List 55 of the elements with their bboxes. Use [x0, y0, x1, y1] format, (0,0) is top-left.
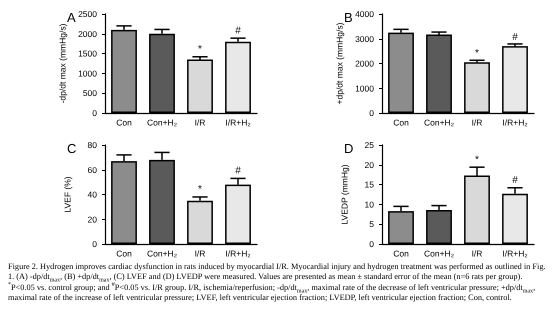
y-tick-label: 0	[92, 108, 98, 118]
x-tick-label: I/R	[194, 118, 206, 128]
x-tick-label: Con	[116, 248, 132, 258]
chart-title: B	[344, 10, 353, 25]
x-tick-label: I/R	[472, 118, 482, 128]
annotation: #	[512, 174, 518, 186]
y-tick-label: 2000	[78, 28, 98, 39]
x-tick-label: I/R	[194, 248, 206, 258]
x-tick-label: Con	[393, 248, 410, 258]
y-tick-label: 25	[364, 140, 374, 150]
y-tick-label: 0	[369, 108, 374, 118]
y-tick-label: 4000	[355, 9, 374, 19]
x-tick-label: I/R+H₂	[502, 118, 528, 128]
x-tick-label: I/R+H₂	[225, 248, 251, 258]
chart-title: D	[344, 141, 354, 156]
y-tick-label: 0	[92, 239, 98, 249]
x-tick-label: Con	[393, 118, 410, 128]
chart-title: A	[67, 10, 76, 25]
y-tick-label: 10	[364, 199, 374, 210]
y-axis-title: LVEDP (mmHg)	[340, 164, 350, 225]
x-tick-label: I/R	[472, 248, 482, 258]
y-axis-title: LVEF (%)	[62, 176, 72, 213]
x-tick-label: Con+H₂	[424, 118, 454, 128]
x-tick-label: I/R+H₂	[502, 248, 528, 258]
annotation: #	[235, 25, 242, 36]
y-tick-label: 60	[88, 164, 98, 175]
y-tick-label: 0	[369, 239, 374, 249]
y-tick-label: 2000	[355, 58, 374, 68]
x-tick-label: I/R+H₂	[225, 118, 251, 128]
x-tick-label: Con+H₂	[147, 248, 177, 258]
x-tick-label: Con+H₂	[147, 118, 177, 128]
annotation: *	[198, 44, 202, 55]
y-tick-label: 20	[88, 214, 98, 224]
y-tick-label: 1000	[355, 83, 374, 94]
annotation: #	[512, 32, 518, 43]
annotation: #	[235, 165, 242, 176]
y-tick-label: 3000	[355, 34, 374, 44]
chart-title: C	[67, 141, 76, 156]
y-tick-label: 80	[88, 140, 98, 150]
y-tick-label: 1000	[78, 68, 98, 78]
y-tick-label: 15	[364, 180, 374, 190]
y-tick-label: 1500	[78, 48, 98, 59]
annotation: *	[475, 154, 480, 166]
y-tick-label: 5	[369, 219, 374, 230]
x-tick-label: Con+H₂	[424, 248, 454, 258]
y-axis-title: -dp/dt max (mmHg/s)	[58, 23, 68, 104]
y-tick-label: 40	[88, 190, 98, 200]
y-tick-label: 500	[82, 88, 98, 98]
annotation: *	[198, 184, 202, 195]
annotation: *	[475, 48, 480, 60]
y-tick-label: 20	[364, 160, 374, 170]
text: Figure 2. Hydrogen improves cardiac dysfunction in rats induced by myocardial I/R. Myocardial injury and hydrogen treatment was performed as outlined in Fig. 1. (A) -dp/dt$_{max}$, (B) +dp/dt$_{max}$, (C) LVEF and (D) LVEDP were measured. Values are presented as mean ± standard error of the mean (n=6 rats per group). $^{*}$P<0.05 vs. control group; and $^{#}$P<0.05 vs. I/R group. I/R, ischemia/reperfusion; -dp/dt$_{max}$, maximal rate of the decrease of left ventricular pressure; +dp/dt$_{max}$, maximal rate of the increase of left ventricular pressure; LVEF, left ventricular ejection fraction; LVEDP, left ventricular ejection fraction; Con, control.	[8, 262, 546, 302]
y-tick-label: 2500	[78, 9, 98, 19]
y-axis-title: +dp/dt max (mmHg/s)	[334, 22, 345, 104]
x-tick-label: Con	[116, 118, 132, 128]
